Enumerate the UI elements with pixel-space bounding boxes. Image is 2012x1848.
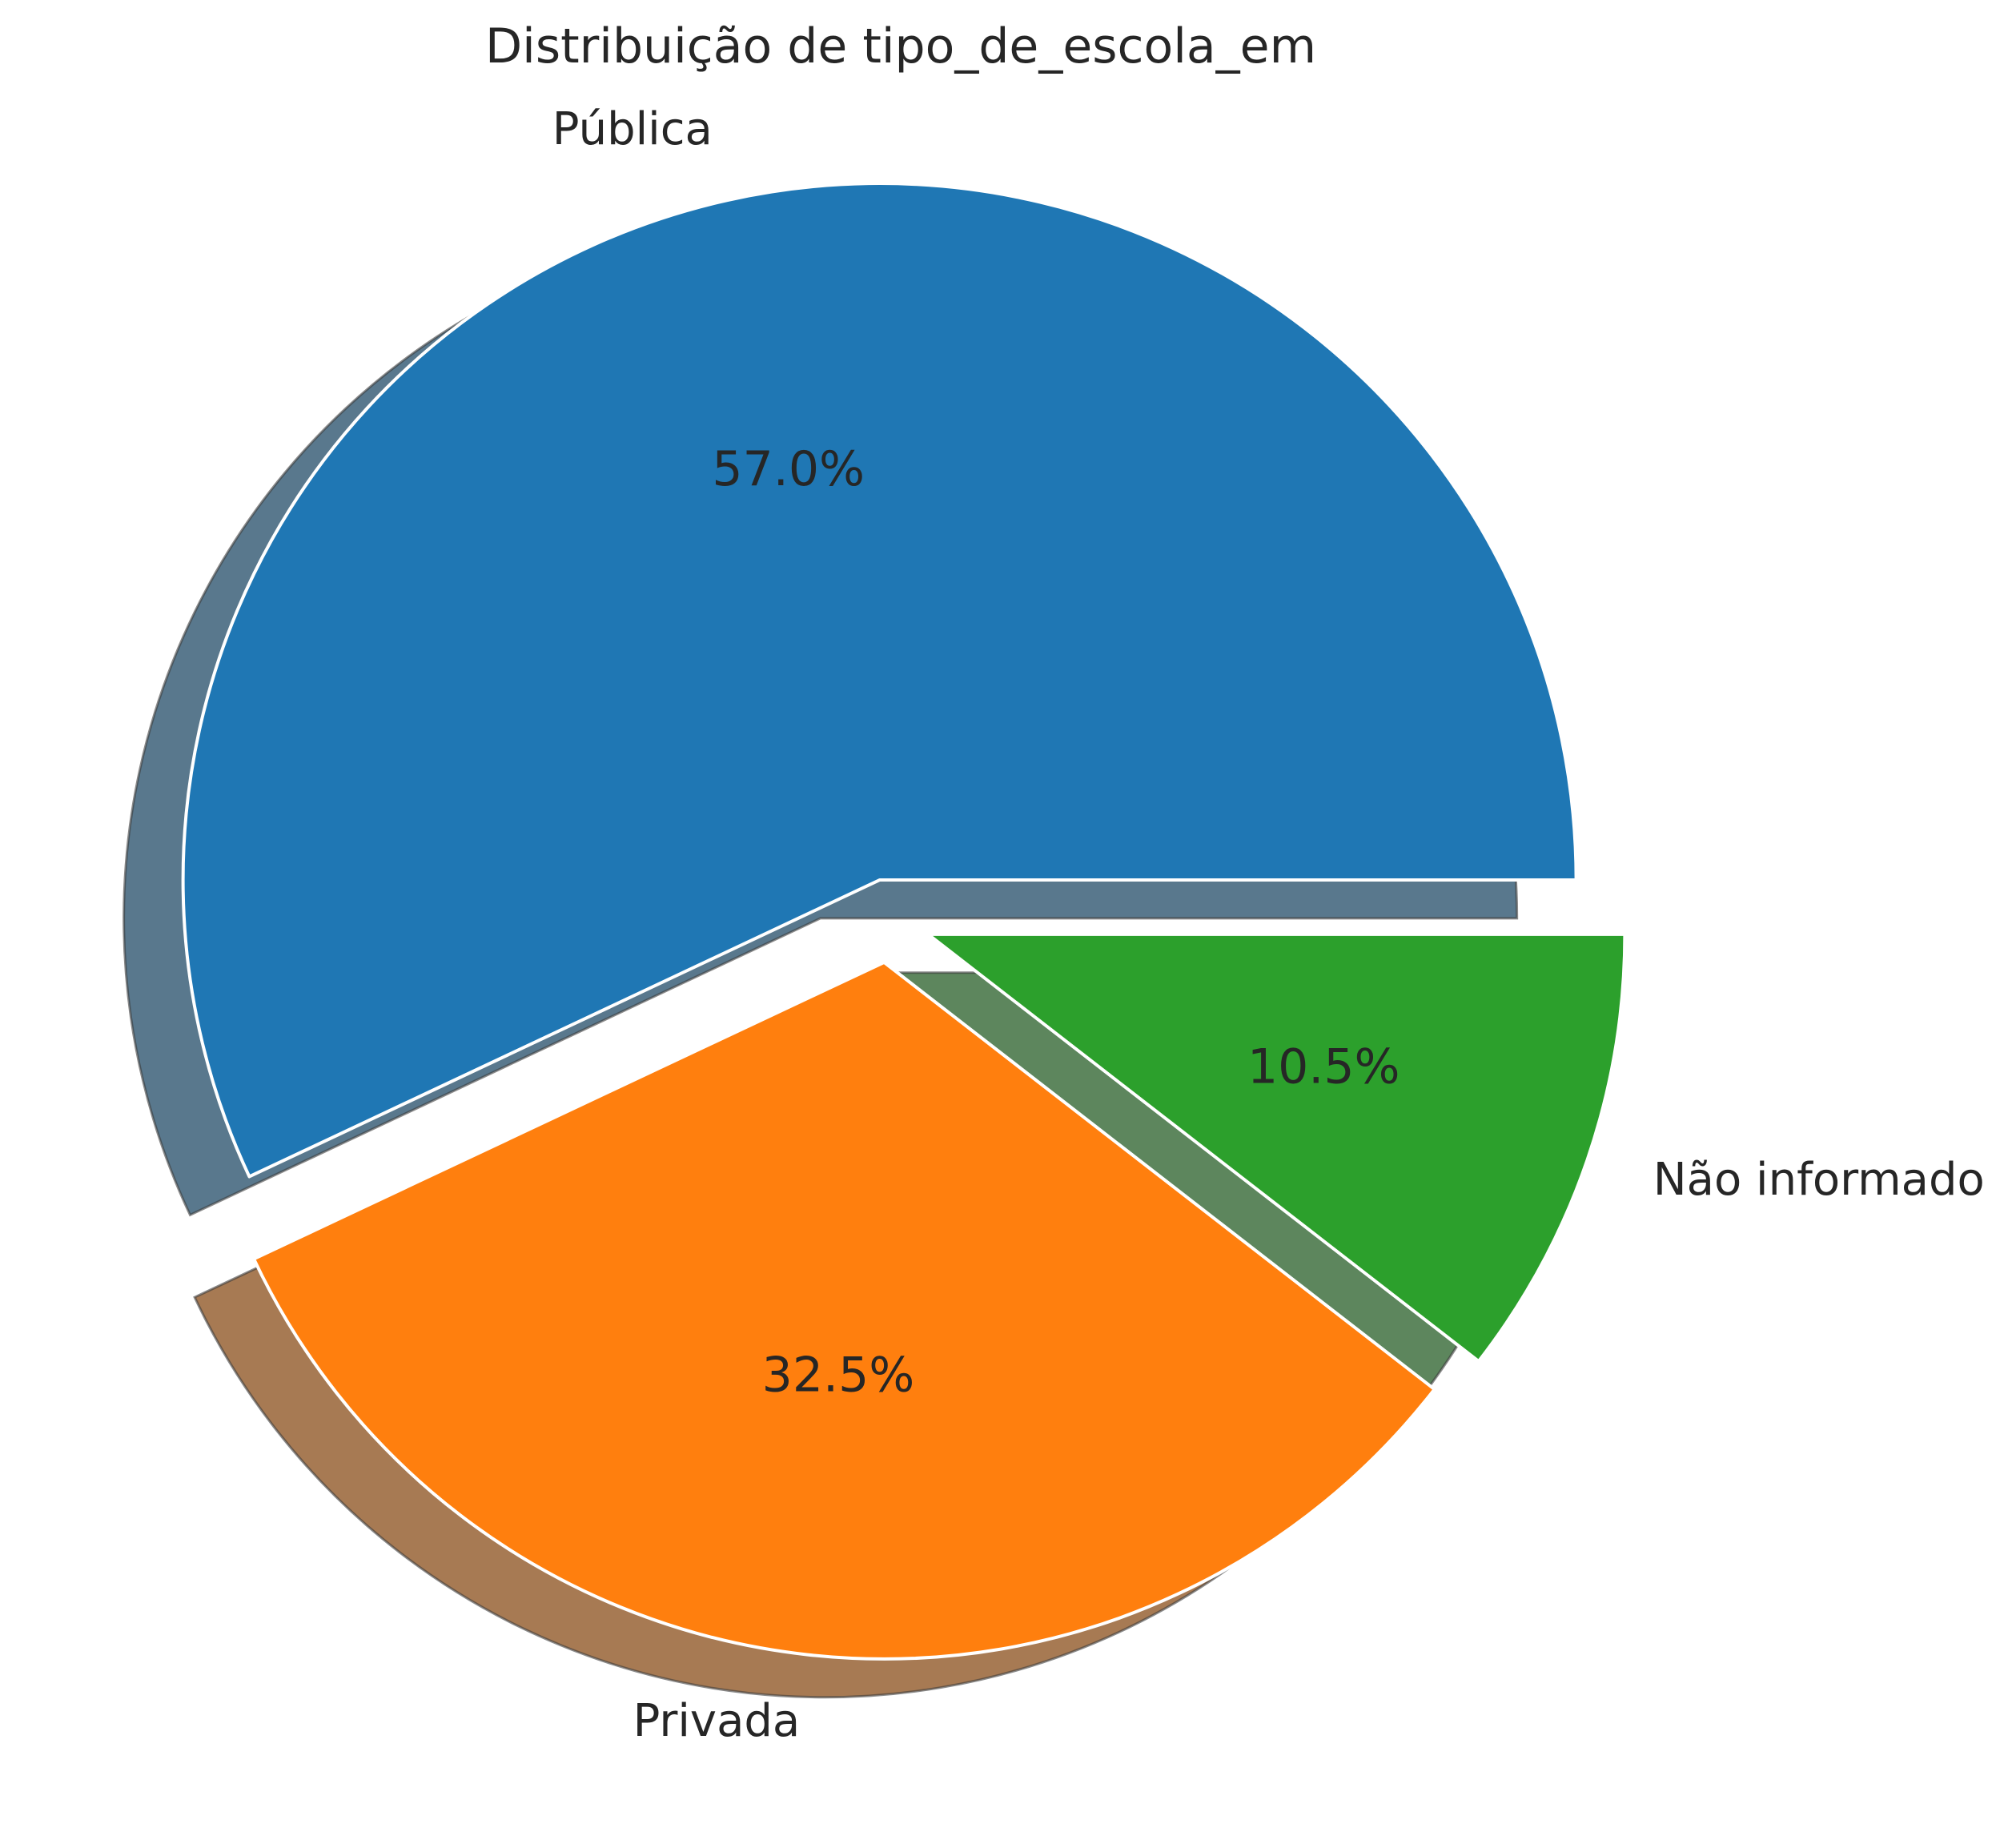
percent-label-nao-informado: 10.5% xyxy=(1247,1039,1400,1095)
percent-label-privada: 32.5% xyxy=(762,1347,915,1403)
chart-title: Distribuição de tipo_de_escola_em xyxy=(484,18,1317,74)
category-label-nao-informado: Não informado xyxy=(1653,1154,1985,1206)
pie-slices xyxy=(181,182,1627,1661)
category-label-publica: Pública xyxy=(552,103,713,155)
category-label-privada: Privada xyxy=(633,1695,801,1747)
slice-publica xyxy=(181,182,1578,1179)
percent-label-publica: 57.0% xyxy=(712,441,865,497)
slice-nao-informado xyxy=(926,932,1627,1364)
pie-labels: Pública 57.0% Privada 32.5% Não informado 10.… xyxy=(552,103,1985,1747)
slice-privada xyxy=(252,960,1436,1661)
